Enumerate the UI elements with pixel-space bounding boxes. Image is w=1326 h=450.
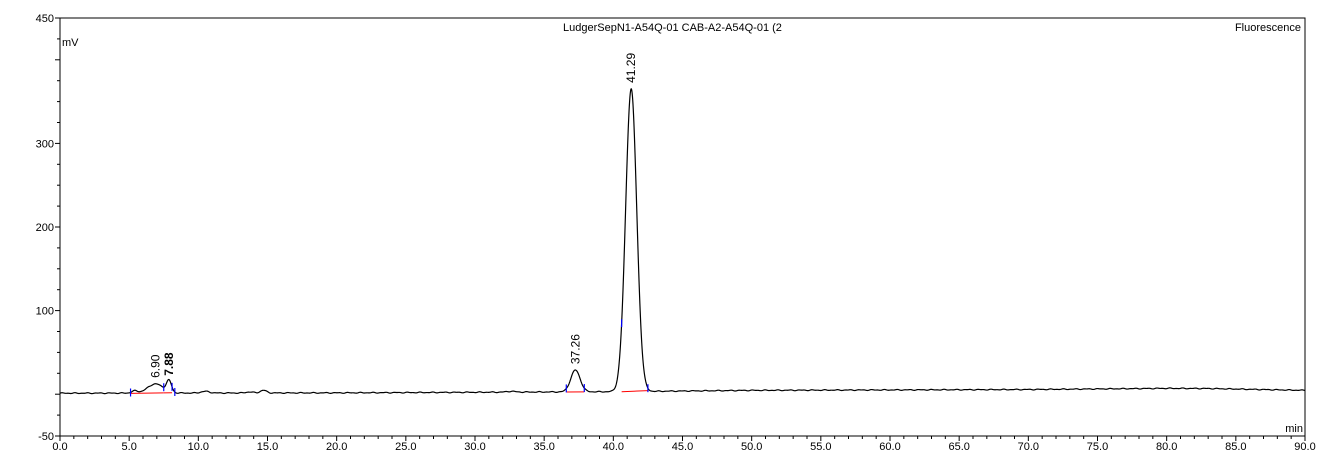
x-tick-label: 85.0 — [1225, 441, 1246, 450]
integration-baselines — [130, 390, 648, 394]
x-tick-label: 0.0 — [52, 441, 67, 450]
integration-marks — [129, 319, 649, 397]
chromatogram-trace — [59, 88, 1306, 395]
x-tick-label: 30.0 — [464, 441, 485, 450]
x-tick-label: 60.0 — [879, 441, 900, 450]
y-tick-label: -50 — [38, 431, 54, 443]
integration-baseline — [130, 392, 164, 394]
x-tick-label: 90.0 — [1294, 441, 1315, 450]
x-axis-label: min — [1285, 423, 1303, 435]
x-tick-label: 80.0 — [1156, 441, 1177, 450]
x-tick-label: 40.0 — [603, 441, 624, 450]
x-tick-label: 20.0 — [326, 441, 347, 450]
x-tick-label: 10.0 — [188, 441, 209, 450]
y-tick-label: 450 — [36, 13, 54, 25]
y-tick-label: 100 — [36, 306, 54, 318]
peak-label: 37.26 — [568, 334, 582, 364]
trace-line — [59, 88, 1306, 395]
peak-labels: 6.90 7.88 37.26 41.29 — [148, 53, 638, 378]
peak-label: 41.29 — [624, 53, 638, 83]
plot-frame — [59, 17, 1306, 437]
peak-label: 7.88 — [162, 352, 176, 376]
x-tick-label: 5.0 — [122, 441, 137, 450]
x-tick-label: 45.0 — [672, 441, 693, 450]
chart-title: LudgerSepN1-A54Q-01 CAB-A2-A54Q-01 (2 — [563, 22, 782, 34]
x-tick-label: 70.0 — [1018, 441, 1039, 450]
x-tick-label: 50.0 — [741, 441, 762, 450]
y-tick-label: 300 — [36, 138, 54, 150]
integration-baseline — [621, 390, 648, 393]
x-tick-label: 25.0 — [395, 441, 416, 450]
x-tick-label: 55.0 — [810, 441, 831, 450]
peak-label: 6.90 — [148, 354, 162, 378]
y-tick-label: 200 — [36, 222, 54, 234]
x-tick-label: 15.0 — [257, 441, 278, 450]
x-tick-label: 75.0 — [1087, 441, 1108, 450]
y-axis-label: mV — [62, 37, 79, 49]
x-tick-label: 35.0 — [533, 441, 554, 450]
x-axis: 0.0 5.0 10.0 15.0 20.0 25.0 30.0 35.0 40.0 45.0 50… — [52, 436, 1316, 450]
y-axis: -50 100 200 300 450 — [36, 13, 60, 443]
detector-label: Fluorescence — [1235, 22, 1301, 34]
x-tick-label: 65.0 — [948, 441, 969, 450]
